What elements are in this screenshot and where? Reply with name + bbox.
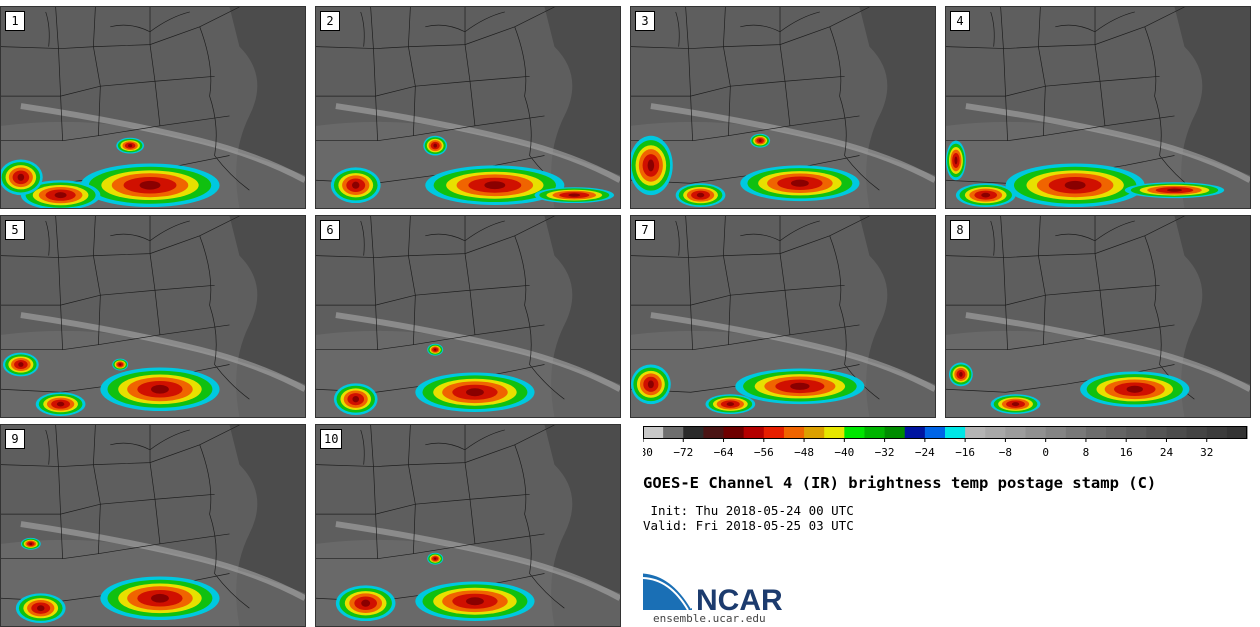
- colorbar-swatch-16: [965, 426, 986, 439]
- forecast-panel-2: 2: [315, 6, 621, 209]
- colorbar-swatch-12: [884, 426, 906, 439]
- colorbar-tick-label: −80: [643, 446, 653, 459]
- colorbar-tick-label: −24: [915, 446, 935, 459]
- colorbar-tick-label: 8: [1083, 446, 1090, 459]
- logo-url: ensemble.ucar.edu: [653, 612, 766, 625]
- panel-number-label: 7: [635, 220, 655, 240]
- forecast-panel-4: 4: [945, 6, 1251, 209]
- colorbar-tick-label: 32: [1200, 446, 1213, 459]
- colorbar-border: [643, 426, 1247, 439]
- colorbar-tick-label: 16: [1120, 446, 1133, 459]
- colorbar-swatch-7: [783, 426, 805, 439]
- colorbar-swatch-27: [1186, 426, 1208, 439]
- satellite-map: [316, 216, 620, 417]
- valid-time: Valid: Fri 2018-05-25 03 UTC: [643, 518, 854, 533]
- colorbar-tick-label: 24: [1160, 446, 1174, 459]
- colorbar-swatch-13: [904, 426, 926, 439]
- colorbar-tick-label: −40: [834, 446, 854, 459]
- init-time: Init: Thu 2018-05-24 00 UTC: [643, 503, 854, 518]
- colorbar-tick-label: −8: [999, 446, 1012, 459]
- colorbar-swatch-0: [643, 426, 664, 439]
- forecast-panel-6: 6: [315, 215, 621, 418]
- panel-number-label: 2: [320, 11, 340, 31]
- forecast-panel-10: 10: [315, 424, 621, 627]
- satellite-map: [946, 7, 1250, 208]
- satellite-map: [316, 425, 620, 626]
- colorbar-swatch-17: [985, 426, 1006, 439]
- colorbar-tick-label: −16: [955, 446, 975, 459]
- panel-number-label: 5: [5, 220, 25, 240]
- forecast-panel-9: 9: [0, 424, 306, 627]
- colorbar-swatch-15: [945, 426, 966, 439]
- panel-number-label: 9: [5, 429, 25, 449]
- forecast-panel-8: 8: [945, 215, 1251, 418]
- colorbar-swatch-20: [1045, 426, 1067, 439]
- forecast-panel-7: 7: [630, 215, 936, 418]
- panel-number-label: 1: [5, 11, 25, 31]
- panel-number-label: 3: [635, 11, 655, 31]
- satellite-map: [1, 425, 305, 626]
- colorbar-swatch-4: [723, 426, 745, 439]
- colorbar-swatch-5: [743, 426, 765, 439]
- colorbar-swatch-19: [1025, 426, 1047, 439]
- colorbar-tick-label: −64: [714, 446, 734, 459]
- colorbar-swatch-9: [824, 426, 845, 439]
- figure-title: GOES-E Channel 4 (IR) brightness temp po…: [643, 474, 1157, 492]
- satellite-map: [316, 7, 620, 208]
- colorbar-swatch-18: [1005, 426, 1027, 439]
- colorbar-swatch-28: [1206, 426, 1228, 439]
- colorbar-swatch-23: [1106, 426, 1127, 439]
- colorbar-swatch-3: [703, 426, 725, 439]
- satellite-map: [946, 216, 1250, 417]
- colorbar-swatch-26: [1166, 426, 1188, 439]
- panel-number-label: 10: [320, 429, 343, 449]
- colorbar-tick-label: −72: [673, 446, 693, 459]
- ncar-logo-icon: NCAR: [642, 570, 783, 617]
- colorbar-tick-label: 0: [1042, 446, 1049, 459]
- colorbar-swatch-14: [924, 426, 946, 439]
- satellite-map: [631, 7, 935, 208]
- colorbar-swatch-21: [1065, 426, 1087, 439]
- colorbar-swatch-1: [663, 426, 684, 439]
- ncar-logo-text: NCAR: [696, 584, 783, 612]
- colorbar-swatch-22: [1085, 426, 1107, 439]
- colorbar-tick-label: −32: [875, 446, 895, 459]
- forecast-panel-5: 5: [0, 215, 306, 418]
- colorbar-swatch-8: [804, 426, 825, 439]
- satellite-map: [1, 216, 305, 417]
- colorbar-swatch-10: [844, 426, 865, 439]
- colorbar-swatch-24: [1126, 426, 1147, 439]
- panel-number-label: 6: [320, 220, 340, 240]
- colorbar-swatch-6: [763, 426, 785, 439]
- colorbar-tick-label: −56: [754, 446, 774, 459]
- colorbar-swatch-2: [683, 426, 704, 439]
- panel-number-label: 4: [950, 11, 970, 31]
- forecast-panel-3: 3: [630, 6, 936, 209]
- ncar-logo: NCAR: [642, 570, 792, 617]
- forecast-panel-1: 1: [0, 6, 306, 209]
- colorbar-swatch-29: [1226, 426, 1248, 439]
- colorbar-tick-label: −48: [794, 446, 814, 459]
- colorbar-swatch-25: [1146, 426, 1167, 439]
- panel-number-label: 8: [950, 220, 970, 240]
- satellite-map: [1, 7, 305, 208]
- colorbar-swatch-11: [864, 426, 886, 439]
- satellite-map: [631, 216, 935, 417]
